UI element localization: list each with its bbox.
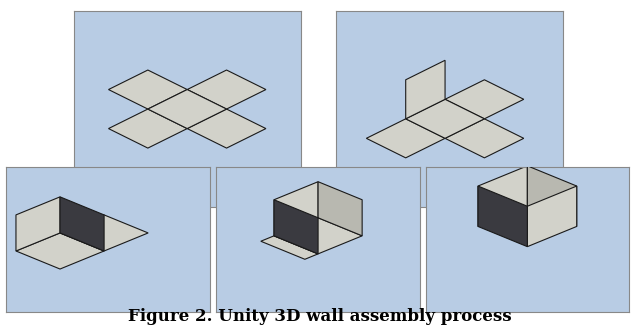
Polygon shape: [274, 182, 318, 236]
Polygon shape: [109, 70, 187, 109]
Polygon shape: [274, 218, 362, 254]
Polygon shape: [478, 166, 527, 226]
Polygon shape: [445, 80, 524, 119]
Polygon shape: [148, 90, 227, 129]
Polygon shape: [187, 70, 266, 109]
Polygon shape: [406, 60, 445, 119]
Polygon shape: [527, 166, 577, 226]
Polygon shape: [527, 186, 577, 247]
Polygon shape: [60, 197, 104, 251]
Polygon shape: [366, 119, 445, 158]
Polygon shape: [478, 186, 527, 247]
Polygon shape: [109, 109, 187, 148]
Polygon shape: [16, 197, 60, 251]
Text: Figure 2. Unity 3D wall assembly process: Figure 2. Unity 3D wall assembly process: [128, 308, 512, 325]
Polygon shape: [16, 233, 104, 269]
Polygon shape: [445, 119, 524, 158]
Polygon shape: [406, 99, 484, 138]
Polygon shape: [274, 200, 318, 254]
Polygon shape: [60, 215, 148, 251]
Polygon shape: [318, 182, 362, 236]
Polygon shape: [260, 236, 318, 259]
Polygon shape: [187, 109, 266, 148]
